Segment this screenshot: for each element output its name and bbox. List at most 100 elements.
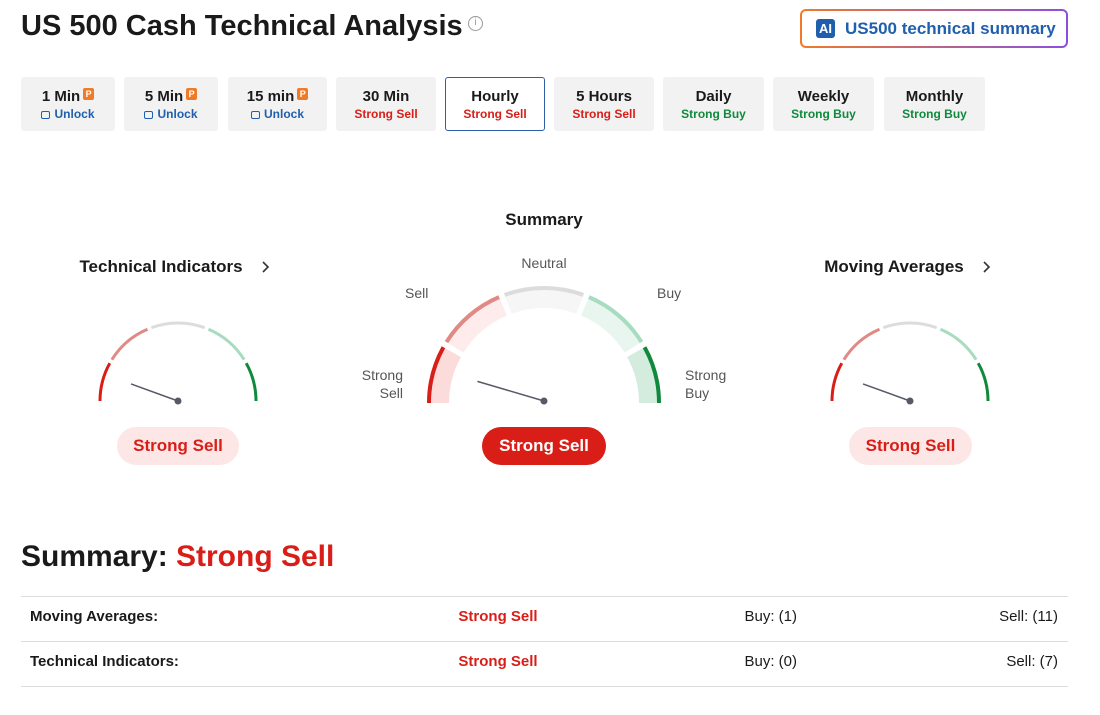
row-sell-count: Sell: (7)	[1006, 653, 1058, 670]
gauge-segment	[503, 286, 585, 297]
timeframe-status-text: Unlock	[157, 107, 198, 121]
row-verdict: Strong Sell	[458, 653, 538, 670]
gauge-segment	[244, 362, 258, 402]
gauge-needle	[862, 383, 911, 402]
gauge-segment	[842, 327, 881, 361]
lock-icon	[41, 111, 51, 119]
verdict-pill: Strong Sell	[482, 427, 606, 465]
timeframe-status-text: Strong Buy	[791, 107, 856, 121]
gauge-segment	[207, 327, 246, 361]
timeframe-button[interactable]: 5 Hours Strong Sell	[554, 77, 654, 131]
gauge-segment	[642, 346, 661, 404]
timeframe-label: 1 Min P	[22, 88, 114, 105]
gauge-segment	[444, 295, 500, 344]
summary-gauge-title: Summary	[505, 210, 583, 229]
timeframe-button[interactable]: 5 Min P Unlock	[124, 77, 218, 131]
summary-verdict: Strong Sell	[176, 540, 335, 573]
timeframe-name: Monthly	[905, 88, 964, 105]
row-verdict: Strong Sell	[458, 608, 538, 625]
timeframe-button[interactable]: Monthly Strong Buy	[884, 77, 985, 131]
scale-label: Sell	[405, 285, 429, 301]
timeframe-button[interactable]: 15 min P Unlock	[228, 77, 327, 131]
pro-badge: P	[186, 88, 198, 100]
gauge-segment	[98, 362, 112, 402]
lock-icon	[144, 111, 154, 119]
gauge-title[interactable]: Moving Averages	[824, 257, 964, 276]
timeframe-button[interactable]: Daily Strong Buy	[663, 77, 764, 131]
lock-icon	[250, 111, 260, 119]
timeframe-status: Strong Buy	[885, 107, 984, 121]
timeframe-name: 30 Min	[362, 88, 410, 105]
gauge-band	[580, 295, 644, 353]
timeframe-status: Unlock	[125, 107, 217, 121]
verdict-pill: Strong Sell	[117, 427, 239, 465]
summary-label: Summary:	[21, 540, 168, 573]
timeframe-status-text: Strong Sell	[354, 107, 418, 121]
timeframe-button[interactable]: Hourly Strong Sell	[445, 77, 545, 131]
timeframe-label: Monthly	[885, 88, 984, 105]
table-rule	[21, 596, 1068, 597]
timeframe-name: 5 Hours	[576, 88, 632, 105]
timeframe-name: Weekly	[797, 88, 850, 105]
timeframe-button[interactable]: 30 Min Strong Sell	[336, 77, 436, 131]
chevron-icon	[983, 261, 991, 273]
timeframe-status: Strong Sell	[446, 107, 544, 121]
timeframe-label: Hourly	[446, 88, 544, 105]
gauge-hub	[174, 397, 182, 405]
gauge-segment	[976, 362, 990, 402]
row-buy-count: Buy: (0)	[744, 653, 797, 670]
timeframe-name: Hourly	[471, 88, 519, 105]
gauge-hub	[540, 397, 548, 405]
timeframe-status-text: Strong Sell	[463, 107, 527, 121]
gauge-band	[427, 346, 462, 404]
gauge-segment	[882, 321, 938, 330]
timeframe-label: 5 Hours	[555, 88, 653, 105]
scale-label: Strong Sell	[361, 367, 403, 401]
timeframe-button[interactable]: 1 Min P Unlock	[21, 77, 115, 131]
pro-badge: P	[297, 88, 309, 100]
timeframe-label: 5 Min P	[125, 88, 217, 105]
timeframe-label: 30 Min	[337, 88, 435, 105]
timeframe-status-text: Unlock	[54, 107, 95, 121]
timeframe-status: Strong Buy	[774, 107, 873, 121]
timeframe-label: 15 min P	[229, 88, 326, 105]
table-rule	[21, 641, 1068, 642]
gauge-needle	[130, 383, 179, 402]
gauge-band	[503, 286, 585, 314]
ai-icon: AI	[816, 19, 835, 38]
timeframe-status: Strong Sell	[337, 107, 435, 121]
gauge-segment	[427, 346, 446, 404]
timeframe-status: Strong Buy	[664, 107, 763, 121]
gauge-segment	[939, 327, 978, 361]
gauge-hub	[906, 397, 914, 405]
timeframe-name: 1 Min	[41, 88, 81, 105]
pro-badge: P	[83, 88, 95, 100]
timeframe-label: Daily	[664, 88, 763, 105]
timeframe-name: 15 min	[246, 88, 295, 105]
timeframe-label: Weekly	[774, 88, 873, 105]
scale-label: Buy	[657, 285, 682, 301]
timeframe-button[interactable]: Weekly Strong Buy	[773, 77, 874, 131]
row-label: Moving Averages:	[30, 608, 159, 625]
table-rule	[21, 686, 1068, 687]
timeframe-name: 5 Min	[144, 88, 184, 105]
gauge-segment	[110, 327, 149, 361]
row-buy-count: Buy: (1)	[744, 608, 797, 625]
timeframe-status-text: Unlock	[263, 107, 304, 121]
ai-summary-button[interactable]: AI US500 technical summary	[800, 9, 1068, 48]
ai-button-label: US500 technical summary	[845, 18, 1056, 38]
gauge-segment	[588, 295, 644, 344]
gauge-title[interactable]: Technical Indicators	[79, 257, 243, 276]
gauge-segment	[830, 362, 844, 402]
row-label: Technical Indicators:	[30, 653, 179, 670]
page-title: US 500 Cash Technical Analysis	[21, 10, 463, 42]
timeframe-status-text: Strong Sell	[572, 107, 636, 121]
info-icon[interactable]: i	[468, 16, 483, 31]
timeframe-status-text: Strong Buy	[902, 107, 967, 121]
gauge-segment	[150, 321, 206, 330]
timeframe-status-text: Strong Buy	[681, 107, 746, 121]
gauge-band	[626, 346, 661, 404]
chevron-icon	[262, 261, 270, 273]
